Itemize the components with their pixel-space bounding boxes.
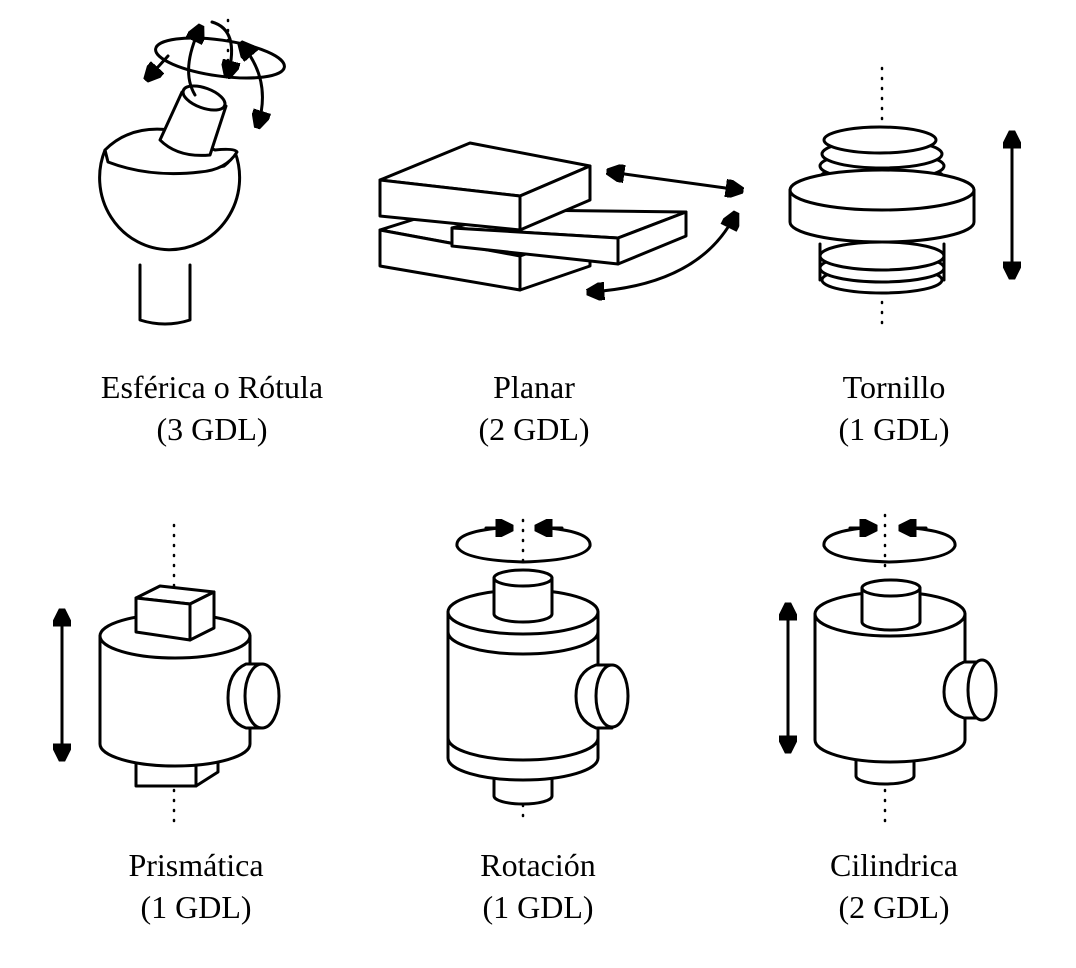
caption-esferica-dof: (3 GDL): [156, 411, 268, 447]
caption-rotacion-dof: (1 GDL): [482, 889, 594, 925]
caption-rotacion: Rotación (1 GDL): [378, 844, 698, 928]
caption-cilindrica-name: Cilindrica: [830, 847, 958, 883]
caption-planar-dof: (2 GDL): [478, 411, 590, 447]
planar-joint-icon: [378, 141, 740, 292]
caption-tornillo-dof: (1 GDL): [838, 411, 950, 447]
caption-prismatica-name: Prismática: [128, 847, 264, 883]
caption-tornillo: Tornillo (1 GDL): [734, 366, 1054, 450]
caption-prismatica: Prismática (1 GDL): [36, 844, 356, 928]
caption-tornillo-name: Tornillo: [842, 369, 946, 405]
caption-prismatica-dof: (1 GDL): [140, 889, 252, 925]
caption-cilindrica-dof: (2 GDL): [838, 889, 950, 925]
spherical-joint-icon: [98, 18, 286, 326]
caption-planar-name: Planar: [493, 369, 575, 405]
caption-planar: Planar (2 GDL): [374, 366, 694, 450]
caption-esferica-name: Esférica o Rótula: [100, 369, 324, 405]
revolute-joint-icon: [446, 518, 630, 827]
caption-rotacion-name: Rotación: [480, 847, 596, 883]
cylindrical-joint-icon: [788, 513, 998, 827]
caption-cilindrica: Cilindrica (2 GDL): [734, 844, 1054, 928]
prismatic-joint-icon: [62, 523, 281, 824]
screw-joint-icon: [788, 66, 1012, 332]
caption-esferica: Esférica o Rótula (3 GDL): [52, 366, 372, 450]
